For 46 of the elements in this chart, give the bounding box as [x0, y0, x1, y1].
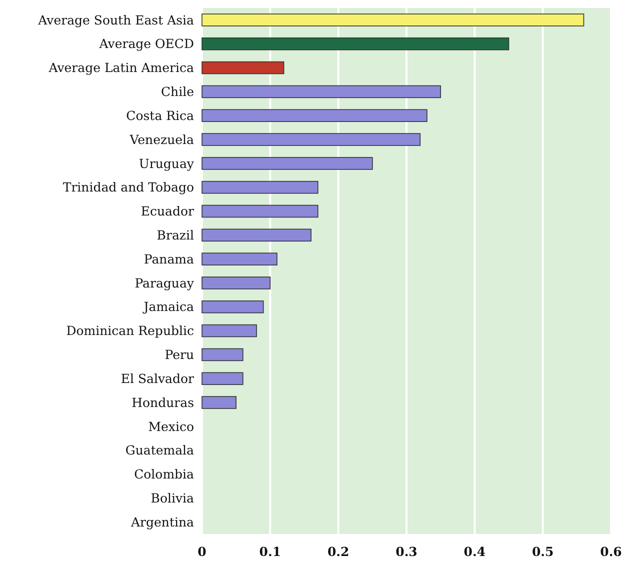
x-tick-label: 0.1	[259, 544, 282, 559]
y-tick-label: Average South East Asia	[37, 12, 195, 28]
bar	[202, 14, 584, 26]
y-tick-label: Ecuador	[140, 204, 194, 219]
bar	[202, 204, 318, 218]
bar	[202, 252, 278, 266]
y-tick-label: El Salvador	[120, 370, 194, 386]
y-tick-label: Costa Rica	[126, 108, 195, 123]
bar	[202, 276, 271, 290]
y-tick-label: Paraguay	[134, 275, 195, 290]
y-tick-label: Average Latin America	[48, 60, 195, 76]
x-tick-label: 0	[198, 544, 207, 559]
y-tick-label: Mexico	[148, 418, 194, 434]
y-tick-label: Dominican Republic	[66, 323, 194, 338]
x-tick-label: 0.6	[600, 544, 622, 559]
y-tick-label: Panama	[144, 251, 195, 266]
y-tick-label: Peru	[164, 347, 194, 362]
x-tick-label: 0.5	[532, 544, 554, 559]
y-tick-label: Honduras	[132, 394, 194, 410]
bar	[202, 157, 373, 170]
bar	[202, 109, 428, 122]
y-tick-label: Argentina	[130, 514, 195, 530]
bar	[202, 300, 264, 314]
bar	[202, 372, 244, 385]
y-tick-label: Venezuela	[128, 132, 195, 147]
bar	[202, 133, 421, 146]
y-tick-label: Bolivia	[150, 490, 195, 506]
bar	[202, 324, 257, 338]
y-tick-label: Guatemala	[125, 442, 195, 458]
y-tick-label: Uruguay	[138, 156, 195, 171]
x-tick-label: 0.3	[396, 544, 418, 559]
bar	[202, 396, 236, 409]
y-tick-label: Chile	[160, 84, 194, 100]
x-tick-label: 0.4	[464, 544, 486, 559]
bar	[202, 228, 312, 242]
y-tick-label: Trinidad and Tobago	[62, 180, 194, 195]
bar	[202, 61, 284, 74]
y-tick-label: Average OECD	[98, 36, 194, 52]
y-tick-label: Jamaica	[142, 299, 195, 314]
y-tick-label: Colombia	[134, 466, 195, 482]
bar	[202, 348, 244, 362]
bar	[202, 85, 441, 98]
bar	[202, 37, 510, 50]
y-tick-label: Brazil	[156, 228, 194, 243]
bar	[202, 180, 318, 194]
x-tick-label: 0.2	[327, 544, 350, 559]
